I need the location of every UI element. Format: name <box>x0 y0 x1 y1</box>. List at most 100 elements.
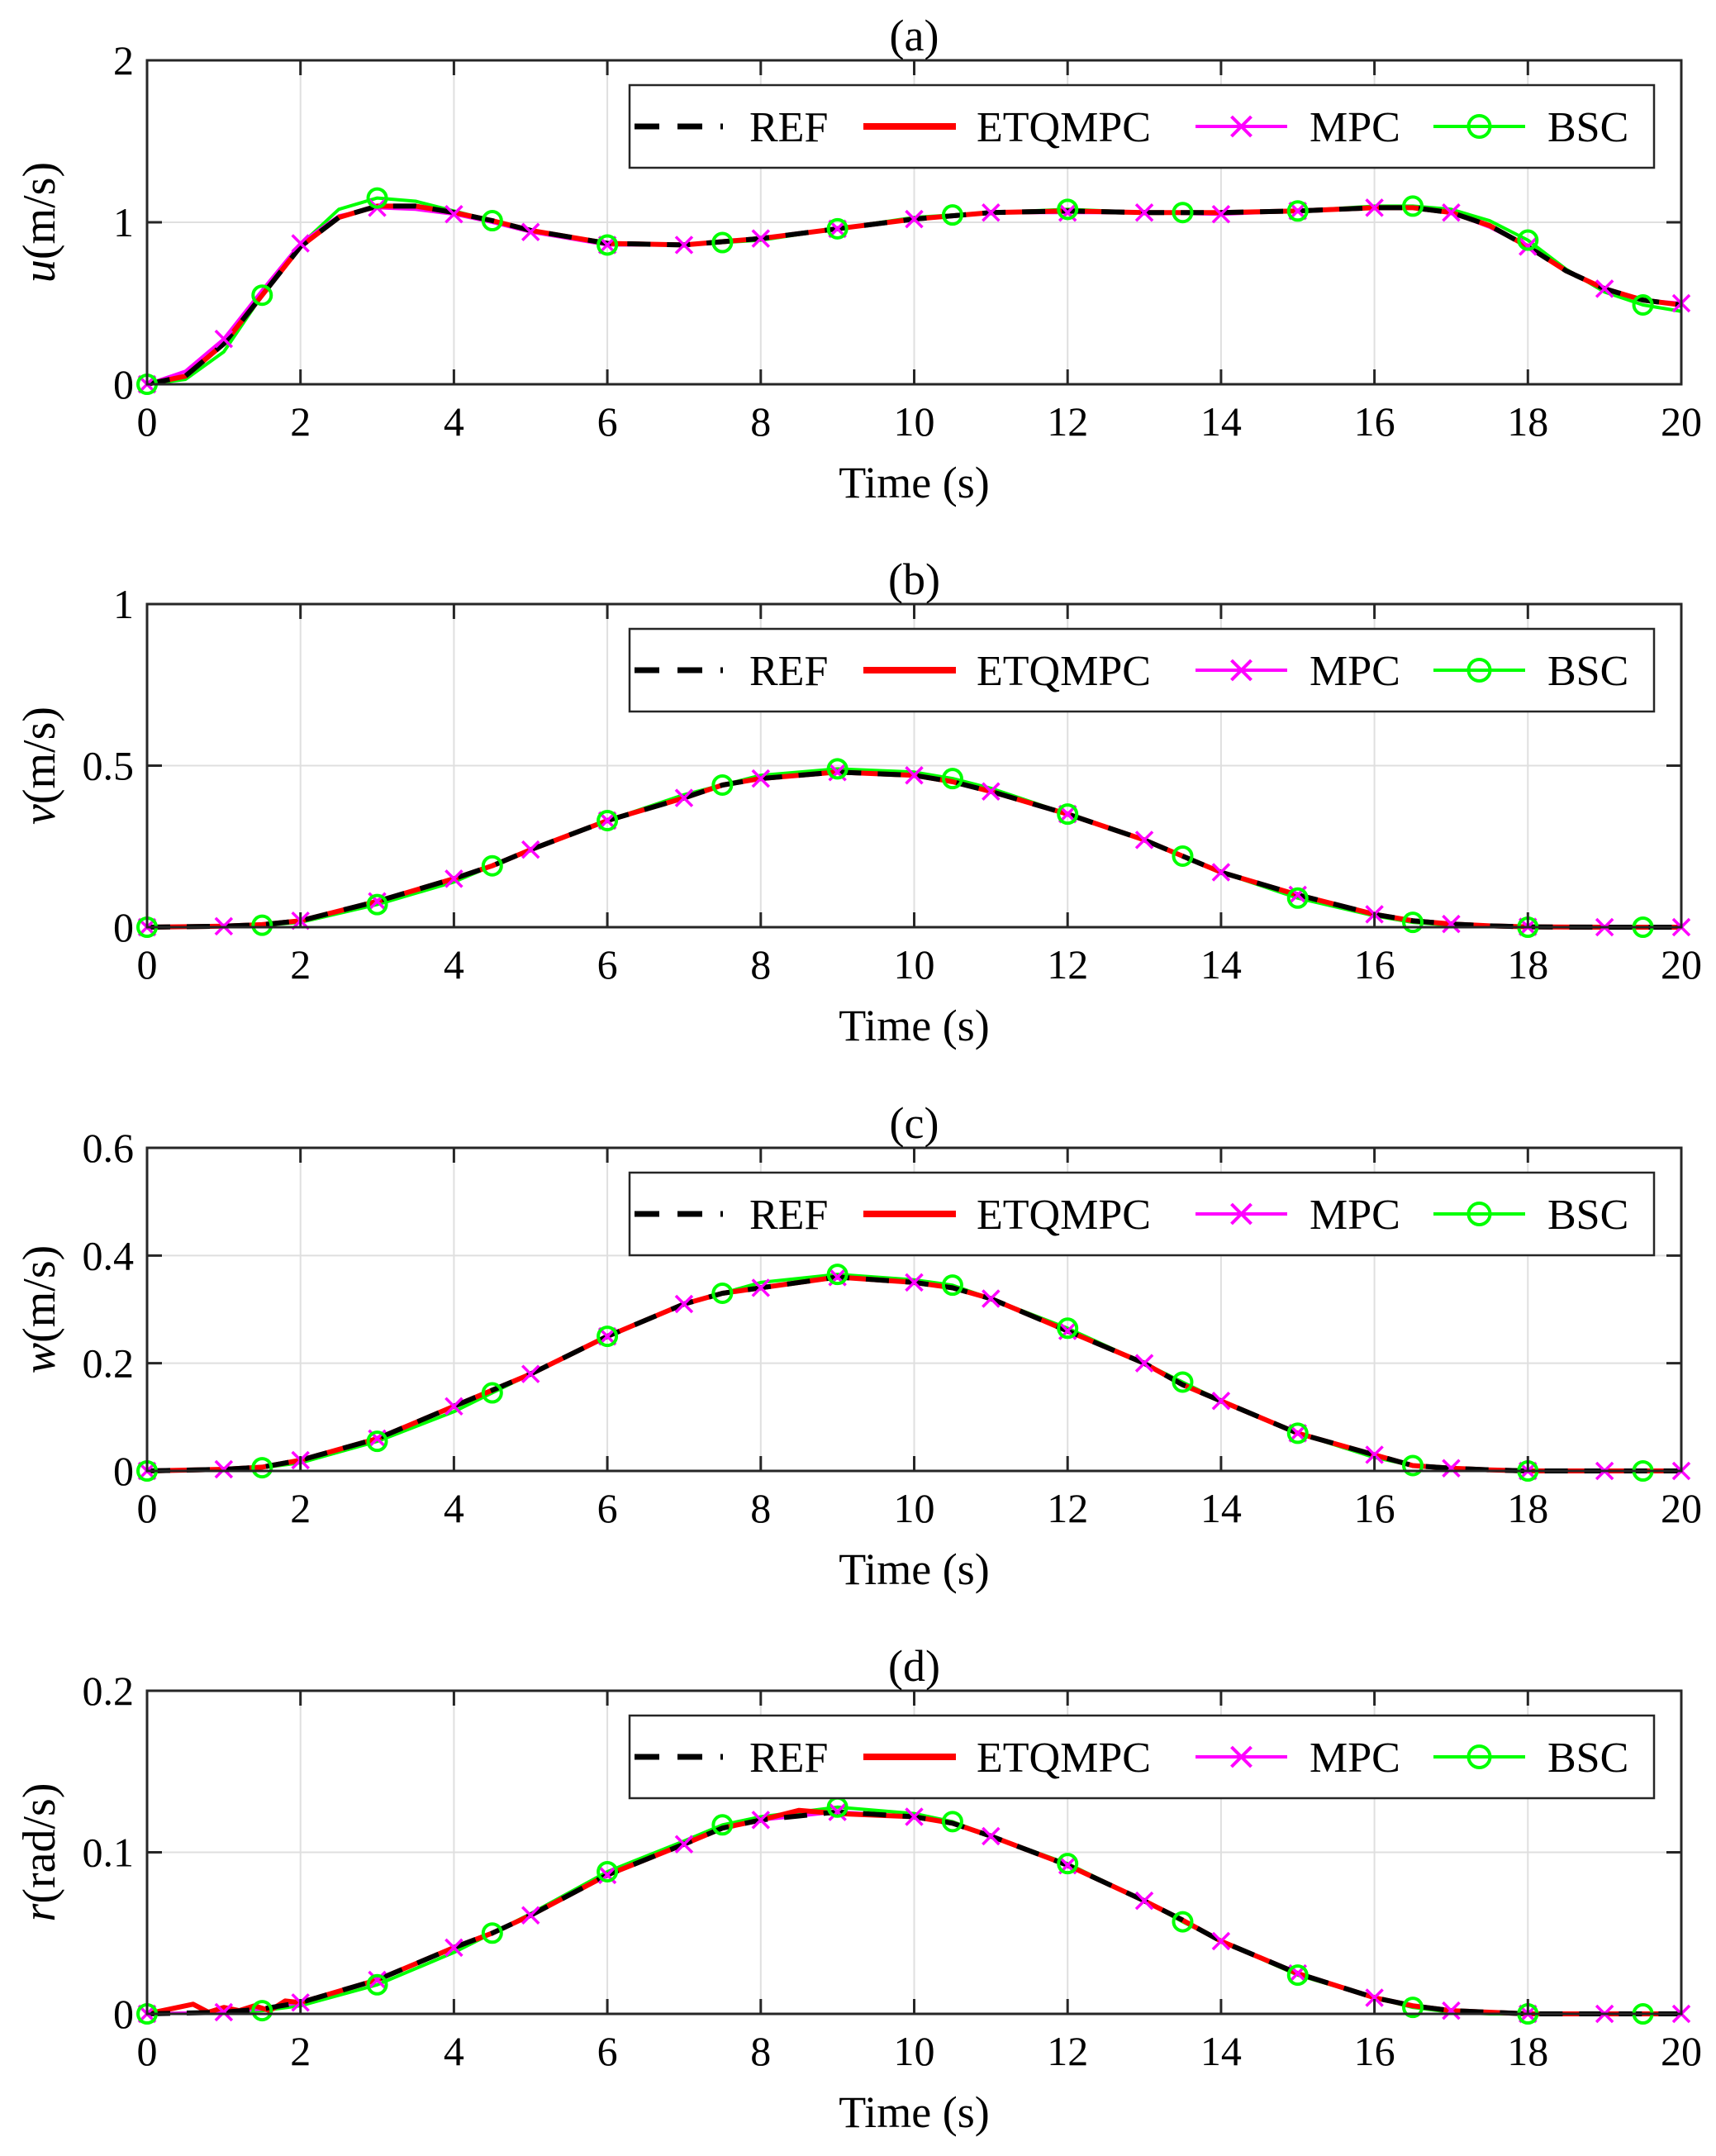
marker-bsc <box>1057 1853 1079 1875</box>
series-line-ref <box>147 1274 1681 1473</box>
marker-bsc <box>711 1282 734 1304</box>
marker-mpc <box>444 1938 463 1958</box>
marker-mpc <box>751 769 771 788</box>
series-line-ref <box>147 769 1681 930</box>
x-tick-label: 14 <box>1200 2028 1242 2074</box>
subplot-title: (b) <box>888 554 940 604</box>
y-axis-var: w <box>14 1343 65 1373</box>
x-tick-label: 14 <box>1200 941 1242 988</box>
x-tick-label: 12 <box>1047 941 1088 988</box>
x-tick-label: 16 <box>1354 398 1395 445</box>
marker-mpc <box>1442 2001 1461 2020</box>
marker-mpc <box>214 2002 234 2022</box>
y-axis-unit: (rad/s) <box>14 1783 65 1904</box>
marker-mpc <box>1365 198 1384 217</box>
legend-entry-ref: REF <box>635 104 828 151</box>
data-layer <box>147 196 1681 387</box>
legend-label: REF <box>749 1735 828 1782</box>
legend-label: ETQMPC <box>977 648 1151 695</box>
legend-label: BSC <box>1547 104 1628 151</box>
marker-bsc <box>941 1274 963 1297</box>
legend: REF ETQMPC MPC BSC <box>628 1714 1656 1800</box>
marker-mpc <box>368 1970 387 1990</box>
marker-bsc <box>1286 1422 1309 1444</box>
marker-mpc <box>521 222 540 241</box>
marker-mpc <box>1595 279 1614 298</box>
legend-entry-bsc: BSC <box>1433 1192 1628 1239</box>
marker-mpc <box>521 1364 540 1383</box>
x-tick-label: 6 <box>597 398 618 445</box>
marker-bsc <box>251 2000 273 2022</box>
y-axis-unit: (m/s) <box>14 162 65 259</box>
data-layer <box>147 1805 1681 2016</box>
y-axis-var: u <box>14 259 65 283</box>
marker-bsc <box>366 187 388 209</box>
y-tick-label: 0.6 <box>83 1125 135 1171</box>
x-tick-label: 20 <box>1661 1485 1702 1531</box>
marker-mpc <box>1211 1392 1231 1411</box>
marker-mpc <box>674 236 694 255</box>
x-tick-label: 18 <box>1507 2028 1548 2074</box>
marker-mpc <box>982 1289 1001 1308</box>
y-axis-var: v <box>14 804 65 825</box>
series-line-ref <box>147 203 1681 387</box>
marker-bsc <box>711 1814 734 1836</box>
marker-bsc <box>941 768 963 790</box>
x-tick-label: 20 <box>1661 941 1702 988</box>
x-tick-label: 4 <box>444 941 464 988</box>
legend-marker <box>1466 1202 1492 1226</box>
x-tick-label: 4 <box>444 1485 464 1531</box>
x-tick-label: 6 <box>597 2028 618 2074</box>
x-axis-label: Time (s) <box>839 1544 990 1594</box>
data-layer <box>147 1273 1681 1473</box>
marker-mpc <box>521 840 540 859</box>
marker-bsc <box>1286 1964 1309 1987</box>
legend-marker <box>1466 1744 1492 1769</box>
legend-entry-bsc: BSC <box>1433 1735 1628 1782</box>
series-line-ref <box>147 1809 1681 2016</box>
marker-mpc <box>674 1835 694 1854</box>
y-axis-label: w(m/s) <box>14 1245 65 1374</box>
marker-bsc <box>597 1860 619 1882</box>
marker-mpc <box>444 1397 463 1416</box>
x-axis-label: Time (s) <box>839 1001 990 1050</box>
marker-bsc <box>1517 229 1539 251</box>
y-axis-unit: (m/s) <box>14 707 65 804</box>
legend-entry-etqmpc: ETQMPC <box>863 1735 1151 1782</box>
x-tick-label: 2 <box>290 1485 311 1531</box>
x-axis-label: Time (s) <box>839 2087 990 2137</box>
marker-mpc <box>674 1294 694 1314</box>
subplot-title: (d) <box>888 1641 940 1691</box>
legend-label: REF <box>749 104 828 151</box>
y-tick-label: 0 <box>113 1991 134 2037</box>
marker-mpc <box>1365 1445 1384 1464</box>
marker-bsc <box>826 217 848 240</box>
marker-bsc <box>481 1382 503 1404</box>
x-tick-label: 6 <box>597 941 618 988</box>
marker-mpc <box>1134 831 1154 850</box>
y-tick-label: 0.4 <box>83 1232 135 1278</box>
legend-label: ETQMPC <box>977 1192 1151 1239</box>
marker-mpc <box>982 782 1001 802</box>
legend-label: BSC <box>1547 1192 1628 1239</box>
marker-bsc <box>597 234 619 256</box>
marker-bsc <box>1632 293 1654 316</box>
legend-marker <box>1230 1202 1253 1226</box>
x-tick-label: 2 <box>290 941 311 988</box>
x-tick-label: 0 <box>137 941 158 988</box>
marker-bsc <box>597 809 619 831</box>
marker-bsc <box>1172 1911 1194 1933</box>
marker-mpc <box>751 229 771 248</box>
y-axis-unit: (m/s) <box>14 1245 65 1343</box>
marker-mpc <box>1211 863 1231 882</box>
x-tick-label: 16 <box>1354 1485 1395 1531</box>
x-tick-label: 10 <box>894 2028 935 2074</box>
x-tick-label: 10 <box>894 941 935 988</box>
legend-label: ETQMPC <box>977 1735 1151 1782</box>
marker-mpc <box>1519 237 1538 256</box>
subplot-b: 0 2 4 6 8 10 12 14 16 18 20 0 0.5 1 (b) Time (s) v(m/s) R… <box>14 554 1702 1050</box>
marker-bsc <box>1402 1997 1424 2019</box>
x-tick-label: 2 <box>290 398 311 445</box>
x-tick-label: 0 <box>137 398 158 445</box>
marker-mpc <box>1134 1891 1154 1911</box>
